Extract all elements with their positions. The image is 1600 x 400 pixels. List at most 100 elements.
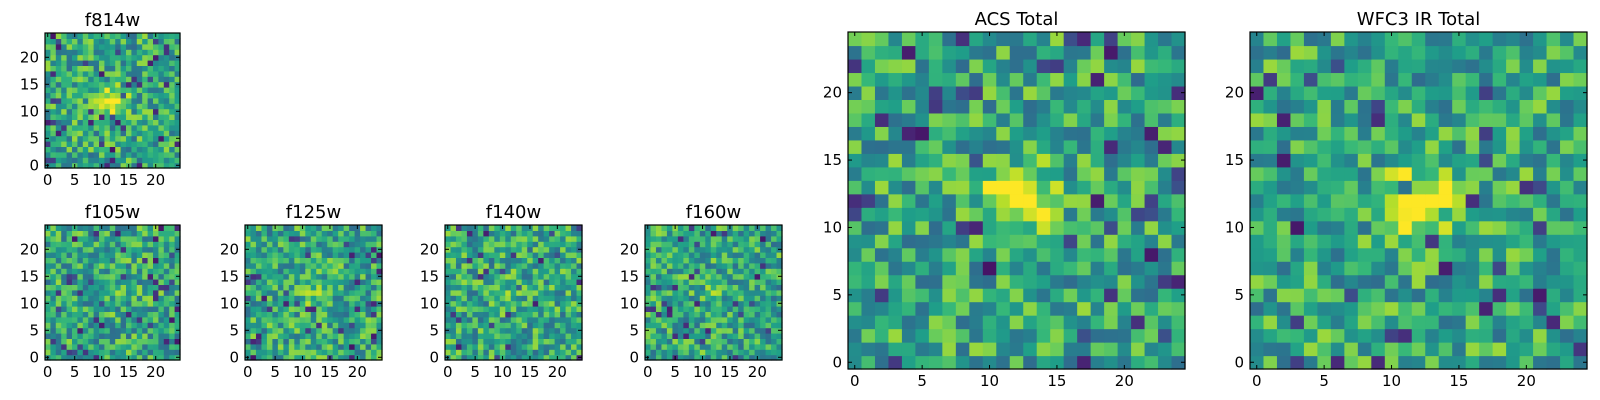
heatmap-cell	[705, 354, 712, 361]
heatmap-cell	[354, 257, 361, 264]
heatmap-cell	[169, 54, 176, 61]
heatmap-cell	[327, 257, 334, 264]
heatmap-cell	[874, 315, 890, 330]
heatmap-cell	[472, 246, 479, 253]
heatmap-cell	[521, 300, 528, 307]
heatmap-cell	[1171, 153, 1186, 168]
heatmap-cell	[169, 354, 176, 361]
heatmap-cell	[338, 257, 345, 264]
heatmap-cell	[310, 322, 317, 329]
heatmap-cell	[1573, 180, 1588, 195]
heatmap-cell	[332, 279, 339, 285]
heatmap-cell	[848, 139, 863, 154]
heatmap-cell	[874, 112, 890, 127]
heatmap-cell	[120, 151, 127, 158]
heatmap-cell	[142, 114, 149, 120]
heatmap-cell	[88, 114, 95, 120]
heatmap-cell	[1465, 58, 1480, 74]
heatmap-cell	[158, 235, 165, 242]
heatmap-cell	[120, 38, 127, 45]
heatmap-cell	[732, 316, 739, 323]
heatmap-cell	[136, 225, 143, 231]
heatmap-cell	[147, 343, 154, 350]
heatmap-cell	[1009, 247, 1024, 262]
heatmap-cell	[510, 246, 517, 253]
heatmap-cell	[376, 311, 383, 318]
heatmap-cell	[1506, 166, 1521, 181]
heatmap-cell	[1036, 193, 1051, 208]
heatmap-cell	[55, 162, 62, 169]
heatmap-cell	[1506, 342, 1521, 357]
heatmap-cell	[472, 257, 479, 264]
heatmap-cell	[1077, 166, 1092, 181]
heatmap-cell	[115, 33, 122, 39]
heatmap-cell	[72, 338, 78, 345]
heatmap-cell	[1131, 234, 1146, 249]
heatmap-cell	[1398, 288, 1413, 303]
heatmap-cell	[131, 87, 138, 93]
heatmap-cell	[365, 289, 372, 296]
heatmap-cell	[88, 311, 95, 318]
heatmap-cell	[158, 119, 165, 126]
heatmap-cell	[153, 322, 159, 329]
heatmap-cell	[321, 300, 328, 307]
heatmap-cell	[1117, 180, 1132, 195]
heatmap-cell	[874, 45, 890, 60]
y-tick-label: 0	[429, 348, 439, 366]
heatmap-cell	[1519, 274, 1534, 289]
heatmap-cell	[710, 311, 717, 318]
heatmap-cell	[754, 284, 761, 291]
heatmap-cell	[666, 343, 673, 350]
heatmap-cell	[760, 273, 767, 280]
heatmap-cell	[66, 43, 73, 50]
heatmap-cell	[120, 87, 127, 93]
heatmap-cell	[754, 311, 761, 318]
heatmap-cell	[158, 135, 165, 142]
heatmap-cell	[771, 289, 778, 296]
heatmap-cell	[310, 311, 317, 318]
heatmap-cell	[1506, 328, 1521, 343]
heatmap-cell	[1023, 85, 1038, 100]
heatmap-cell	[250, 235, 257, 242]
heatmap-cell	[705, 262, 712, 269]
heatmap-cell	[738, 235, 745, 242]
heatmap-cell	[77, 289, 84, 296]
heatmap-cell	[158, 97, 165, 104]
heatmap-cell	[338, 306, 345, 312]
heatmap-cell	[694, 333, 701, 339]
heatmap-cell	[45, 43, 51, 50]
heatmap-cell	[488, 322, 495, 329]
heatmap-cell	[82, 252, 89, 258]
heatmap-cell	[554, 316, 561, 323]
heatmap-cell	[66, 108, 73, 115]
heatmap-cell	[1371, 72, 1386, 87]
heatmap-cell	[299, 262, 306, 269]
heatmap-cell	[72, 279, 78, 285]
heatmap-cell	[982, 139, 997, 154]
heatmap-cell	[771, 257, 778, 264]
heatmap-cell	[349, 306, 356, 312]
heatmap-cell	[120, 225, 127, 231]
heatmap-cell	[969, 139, 984, 154]
heatmap-cell	[104, 279, 111, 285]
x-tick-label: 15	[119, 363, 138, 381]
heatmap-cell	[349, 338, 356, 345]
heatmap-cell	[1303, 247, 1318, 262]
heatmap-cell	[560, 338, 567, 345]
heatmap-cell	[1090, 301, 1105, 316]
heatmap-cell	[99, 43, 105, 50]
heatmap-cell	[115, 97, 122, 104]
heatmap-cell	[142, 273, 149, 280]
heatmap-cell	[136, 38, 143, 45]
heatmap-cell	[477, 279, 484, 285]
heatmap-cell	[694, 279, 701, 285]
heatmap-cell	[55, 300, 62, 307]
heatmap-cell	[915, 180, 930, 195]
heatmap-cell	[82, 300, 89, 307]
heatmap-cell	[1371, 58, 1386, 74]
heatmap-cell	[45, 306, 51, 312]
heatmap-cell	[109, 65, 116, 72]
heatmap-cell	[305, 225, 312, 231]
heatmap-cell	[1290, 32, 1305, 47]
